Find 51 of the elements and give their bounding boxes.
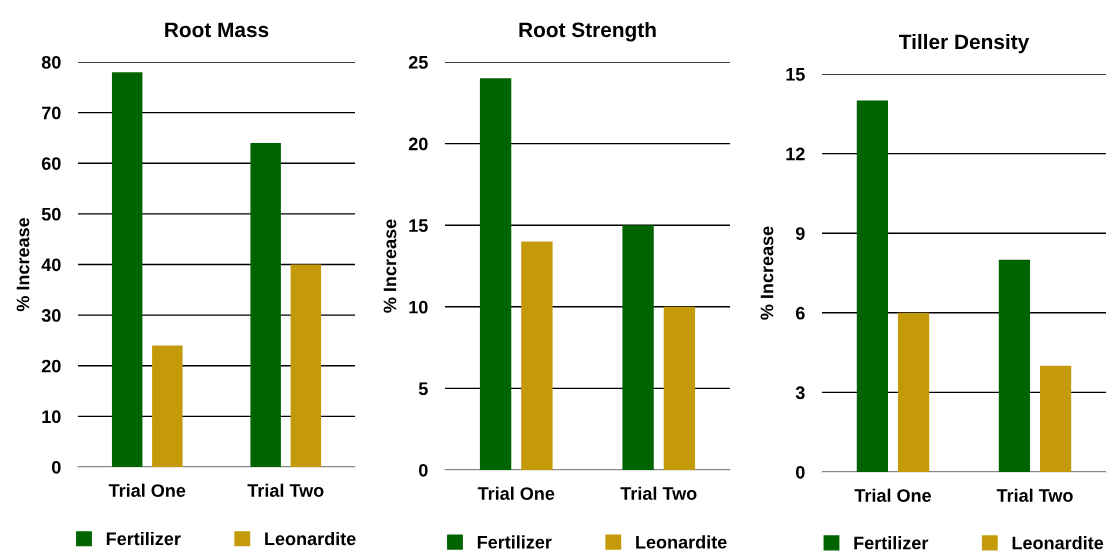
y-tick-label: 9	[795, 227, 805, 240]
bar	[1039, 365, 1072, 472]
y-tick-label: 20	[408, 137, 428, 151]
bar	[521, 241, 553, 470]
x-tick-label: Trial Two	[247, 483, 324, 497]
y-tick-label: 70	[42, 106, 61, 120]
chart-title: Root Mass	[165, 22, 269, 38]
y-tick-label: 60	[41, 157, 61, 170]
bar	[998, 259, 1031, 472]
chart-title: Root Strength	[519, 21, 656, 42]
y-tick-label: 0	[419, 463, 428, 477]
x-tick-label: Trial One	[477, 486, 555, 500]
bar	[622, 225, 654, 470]
bar	[111, 72, 143, 467]
legend-label: Fertilizer	[854, 536, 929, 550]
bar	[479, 78, 512, 470]
bar	[897, 312, 930, 472]
x-tick-label: Trial Two	[996, 488, 1073, 502]
y-tick-label: 10	[409, 300, 428, 314]
bar	[290, 264, 322, 467]
bar	[663, 306, 696, 470]
y-tick-label: 6	[795, 306, 805, 320]
y-tick-label: 20	[41, 359, 61, 373]
y-tick-label: 10	[42, 410, 61, 424]
legend-label: Fertilizer	[106, 531, 181, 546]
y-tick-label: 0	[796, 465, 805, 479]
bar	[856, 100, 889, 472]
y-tick-label: 50	[41, 207, 61, 221]
chart-title: Tiller Density	[899, 33, 1030, 54]
bar	[250, 143, 281, 467]
x-tick-label: Trial Two	[620, 486, 697, 500]
legend-label: Fertilizer	[477, 535, 552, 549]
y-tick-label: 0	[52, 460, 61, 474]
y-tick-label: 15	[409, 219, 428, 232]
y-tick-label: 12	[786, 147, 805, 161]
y-axis-title: % Increase	[760, 226, 774, 320]
y-tick-label: 80	[41, 55, 61, 69]
x-tick-label: Trial One	[108, 483, 186, 497]
y-tick-label: 40	[41, 258, 61, 272]
y-axis-title: % Increase	[16, 217, 30, 312]
y-axis-title: % Increase	[383, 219, 397, 313]
y-tick-label: 3	[795, 386, 805, 400]
legend-label: Leonardite	[265, 531, 356, 546]
bar	[152, 345, 183, 467]
y-tick-label: 5	[418, 382, 428, 396]
y-tick-label: 15	[786, 68, 805, 81]
legend-label: Leonardite	[1012, 536, 1104, 550]
x-tick-label: Trial One	[854, 488, 932, 502]
y-tick-label: 30	[41, 309, 61, 322]
legend-label: Leonardite	[636, 535, 727, 549]
y-tick-label: 25	[408, 55, 428, 69]
